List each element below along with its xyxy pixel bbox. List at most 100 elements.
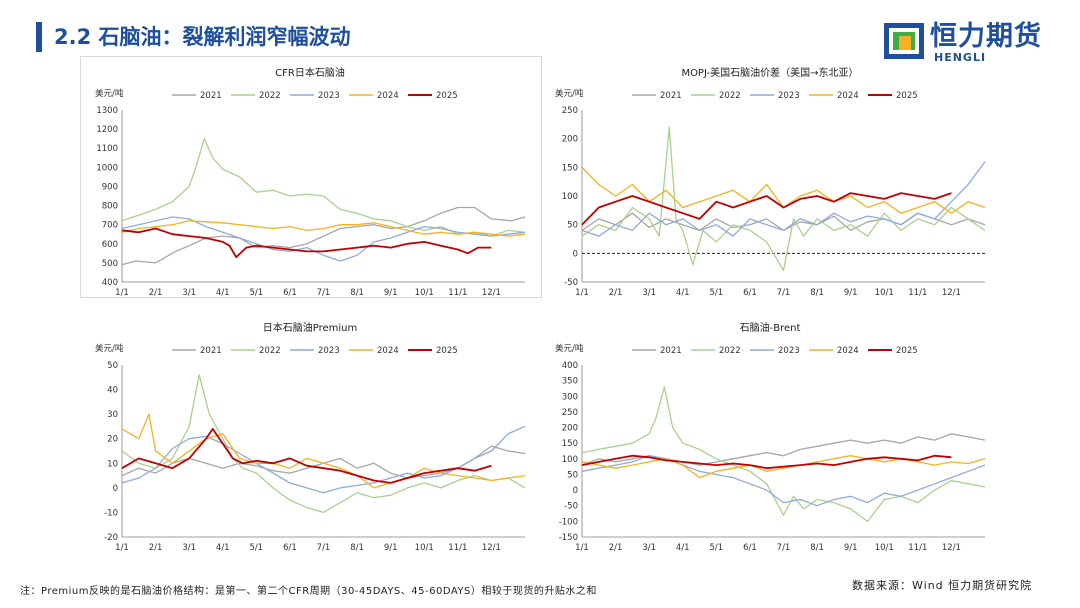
x-tick-label: 5/1 [249,543,263,553]
y-tick-label: 100 [562,192,578,202]
chart-japan-naphtha-premium: 日本石脑油Premium 美元/吨 2021 2022 2023 2024 2025 -20 -… [95,321,526,553]
chart-panel-premium: 日本石脑油Premium 美元/吨 2021 2022 2023 2024 2025 -20 -… [80,313,540,553]
x-tick-label: 7/1 [777,543,791,553]
x-tick-label: 12/1 [942,288,961,298]
y-tick-label: 1200 [96,125,118,135]
y-tick-label: 400 [102,278,118,288]
y-tick-label: 10 [107,459,118,469]
legend-label-2024: 2024 [837,91,859,101]
legend-label-2022: 2022 [259,91,281,101]
x-tick-label: 9/1 [384,288,398,298]
x-tick-label: 4/1 [676,543,690,553]
x-tick-label: 7/1 [777,288,791,298]
y-tick-label: 20 [107,435,118,445]
chart-panel-cfr-japan: CFR日本石脑油 美元/吨 2021 2022 2023 2024 2025 400 500 60… [80,58,540,298]
x-tick-label: 8/1 [810,543,824,553]
series-line-2025 [121,428,492,484]
y-axis-unit-label: 美元/吨 [95,88,124,99]
x-tick-label: 1/1 [575,288,589,298]
x-tick-label: 2/1 [149,288,163,298]
y-tick-label: -50 [564,278,578,288]
y-tick-label: -100 [559,517,578,527]
y-tick-label: 900 [102,182,118,192]
series-line-2025 [581,192,952,226]
x-tick-label: 9/1 [384,543,398,553]
chart-naphtha-brent: 石脑油-Brent 美元/吨 2021 2022 2023 2024 2025 -150 -10… [555,321,986,553]
x-tick-label: 11/1 [908,288,927,298]
x-tick-label: 9/1 [844,543,858,553]
series-line-2022 [121,374,526,514]
x-tick-label: 5/1 [249,288,263,298]
y-tick-label: 100 [562,455,578,465]
x-tick-label: 10/1 [415,288,434,298]
legend-label-2025: 2025 [896,346,918,356]
x-tick-label: 8/1 [350,543,364,553]
legend-label-2024: 2024 [377,91,399,101]
y-tick-label: 800 [102,202,118,212]
y-tick-label: -50 [564,502,578,512]
x-tick-label: 8/1 [350,288,364,298]
x-tick-label: 6/1 [283,543,297,553]
y-tick-label: 200 [562,135,578,145]
x-tick-label: 3/1 [182,543,196,553]
x-tick-label: 1/1 [575,543,589,553]
legend-label-2023: 2023 [778,91,800,101]
y-tick-label: 350 [562,377,578,387]
legend-label-2022: 2022 [719,346,741,356]
y-tick-label: 150 [562,163,578,173]
y-tick-label: 30 [107,410,118,420]
series-line-2024 [581,166,986,214]
legend-label-2022: 2022 [719,91,741,101]
series-line-2021 [581,433,986,466]
x-tick-label: 2/1 [609,288,623,298]
y-tick-label: 1100 [96,144,118,154]
y-tick-label: 1300 [96,106,118,116]
x-tick-label: 1/1 [115,543,129,553]
x-tick-label: 7/1 [317,543,331,553]
x-tick-label: 12/1 [482,288,501,298]
logo-text: 恒力期货 [930,21,1042,52]
logo-subtext: HENGLI FUTURES [934,52,987,61]
company-logo: 恒力期货 HENGLI FUTURES [884,20,1054,66]
y-axis-unit-label: 美元/吨 [555,343,584,354]
x-tick-label: 4/1 [216,543,230,553]
y-tick-label: 400 [562,361,578,371]
x-tick-label: 2/1 [149,543,163,553]
x-tick-label: 10/1 [875,543,894,553]
legend-label-2025: 2025 [896,91,918,101]
x-tick-label: 5/1 [709,288,723,298]
legend-label-2023: 2023 [318,346,340,356]
x-tick-label: 11/1 [908,543,927,553]
series-line-2023 [121,216,526,262]
y-tick-label: -20 [104,533,118,543]
y-tick-label: -150 [559,533,578,543]
x-tick-label: 12/1 [942,543,961,553]
series-line-2025 [121,227,492,259]
series-line-2023 [581,161,986,237]
x-tick-label: 12/1 [482,543,501,553]
y-tick-label: -10 [104,508,118,518]
y-tick-label: 600 [102,240,118,250]
y-tick-label: 50 [107,361,118,371]
chart-mopj-us-spread: MOPJ-美国石脑油价差（美国→东北亚） 美元/吨 2021 2022 2023 2024… [555,66,986,298]
data-source: 数据来源：Wind 恒力期货研究院 [852,579,1033,592]
footnote: 注：Premium反映的是石脑油价格结构：是第一、第二个CFR周期（30-45D… [20,586,597,597]
y-tick-label: 300 [562,392,578,402]
x-tick-label: 3/1 [642,288,656,298]
y-tick-label: 700 [102,221,118,231]
chart-legend: 2021 2022 2023 2024 2025 [172,91,458,101]
chart-title: 石脑油-Brent [740,321,801,334]
legend-label-2021: 2021 [200,91,222,101]
chart-panel-mopj-spread: MOPJ-美国石脑油价差（美国→东北亚） 美元/吨 2021 2022 2023 2024… [540,58,1000,298]
chart-panel-naphtha-brent: 石脑油-Brent 美元/吨 2021 2022 2023 2024 2025 -150 -10… [540,313,1000,553]
x-tick-label: 6/1 [283,288,297,298]
y-tick-label: 50 [567,221,578,231]
x-tick-label: 5/1 [709,543,723,553]
y-tick-label: 250 [562,106,578,116]
legend-label-2021: 2021 [660,346,682,356]
y-tick-label: 40 [107,386,118,396]
chart-legend: 2021 2022 2023 2024 2025 [172,346,458,356]
x-tick-label: 1/1 [115,288,129,298]
title-accent-bar [36,22,42,52]
